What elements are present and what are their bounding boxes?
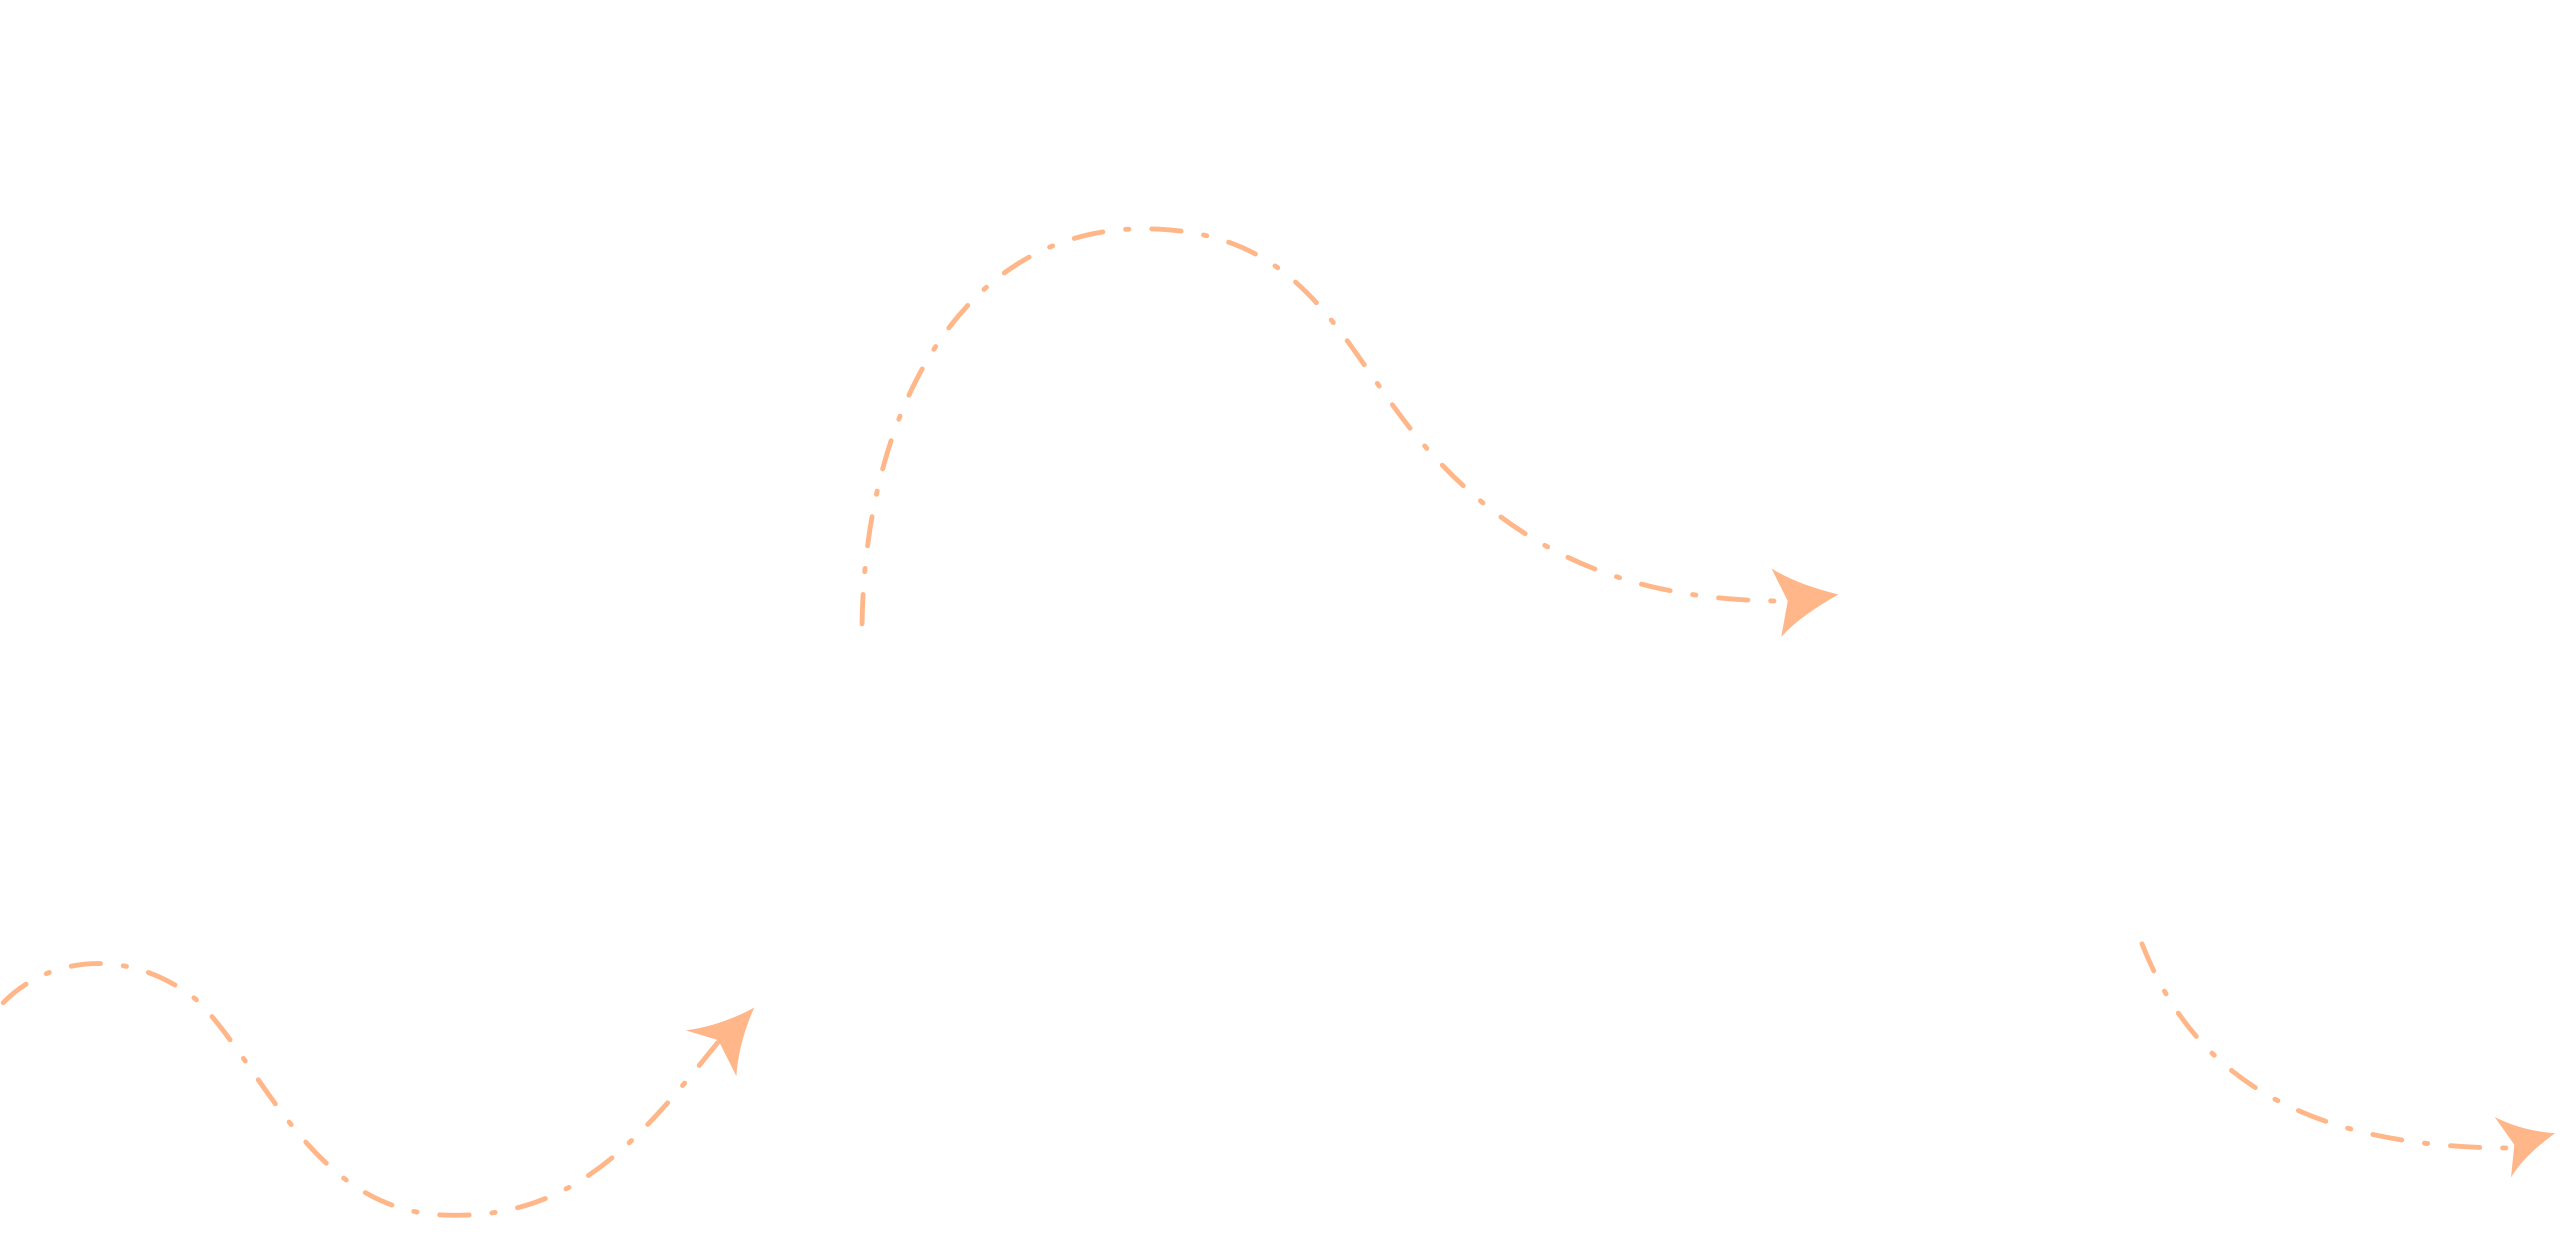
- arrow-bottom-left: [0, 961, 755, 1218]
- arrow-line: [859, 226, 1789, 627]
- arrow-head: [685, 1007, 755, 1077]
- arrow-head: [1771, 568, 1839, 637]
- arrow-bottom-right: [2139, 941, 2556, 1178]
- arrow-line: [2139, 941, 2514, 1151]
- arrow-head: [2494, 1116, 2556, 1178]
- arrow-top: [859, 226, 1839, 637]
- arrow-line: [0, 961, 721, 1218]
